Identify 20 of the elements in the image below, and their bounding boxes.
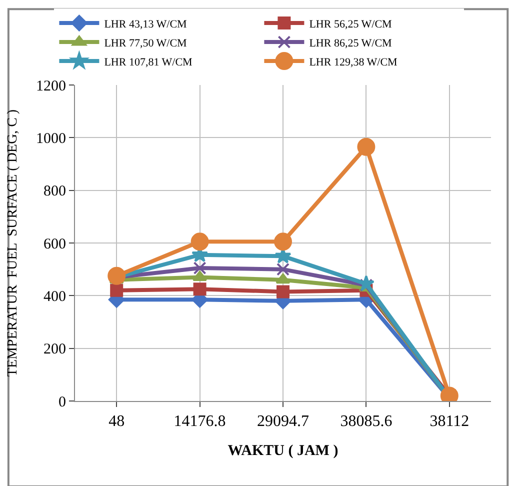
x-tick-label: 29094.7 xyxy=(257,413,309,430)
x-tick-label: 38085.6 xyxy=(340,413,392,430)
y-tick-label: 0 xyxy=(58,394,66,410)
y-axis-title: TEMPERATUR FUEL SURFACE ( DEG, C ) xyxy=(6,109,21,377)
legend-label: LHR 43,13 W/CM xyxy=(104,18,188,30)
y-tick-label: 1200 xyxy=(36,78,66,94)
y-tick-label: 1000 xyxy=(36,130,66,147)
x-tick-label: 14176.8 xyxy=(174,413,226,430)
legend-label: LHR 77,50 W/CM xyxy=(104,37,188,50)
legend-label: LHR 107,81 W/CM xyxy=(104,56,193,68)
legend-label: LHR 129,38 W/CM xyxy=(309,56,398,68)
x-tick-label: 48 xyxy=(108,413,125,430)
y-tick-label: 200 xyxy=(44,342,66,358)
x-axis-title: WAKTU ( JAM ) xyxy=(228,443,338,460)
y-tick-label: 800 xyxy=(44,184,66,200)
x-tick-label: 38112 xyxy=(430,413,470,430)
y-tick-label: 400 xyxy=(44,288,66,305)
y-tick-label: 600 xyxy=(44,236,66,252)
legend-label: LHR 56,25 W/CM xyxy=(309,18,392,30)
legend-label: LHR 86,25 W/CM xyxy=(309,37,392,50)
